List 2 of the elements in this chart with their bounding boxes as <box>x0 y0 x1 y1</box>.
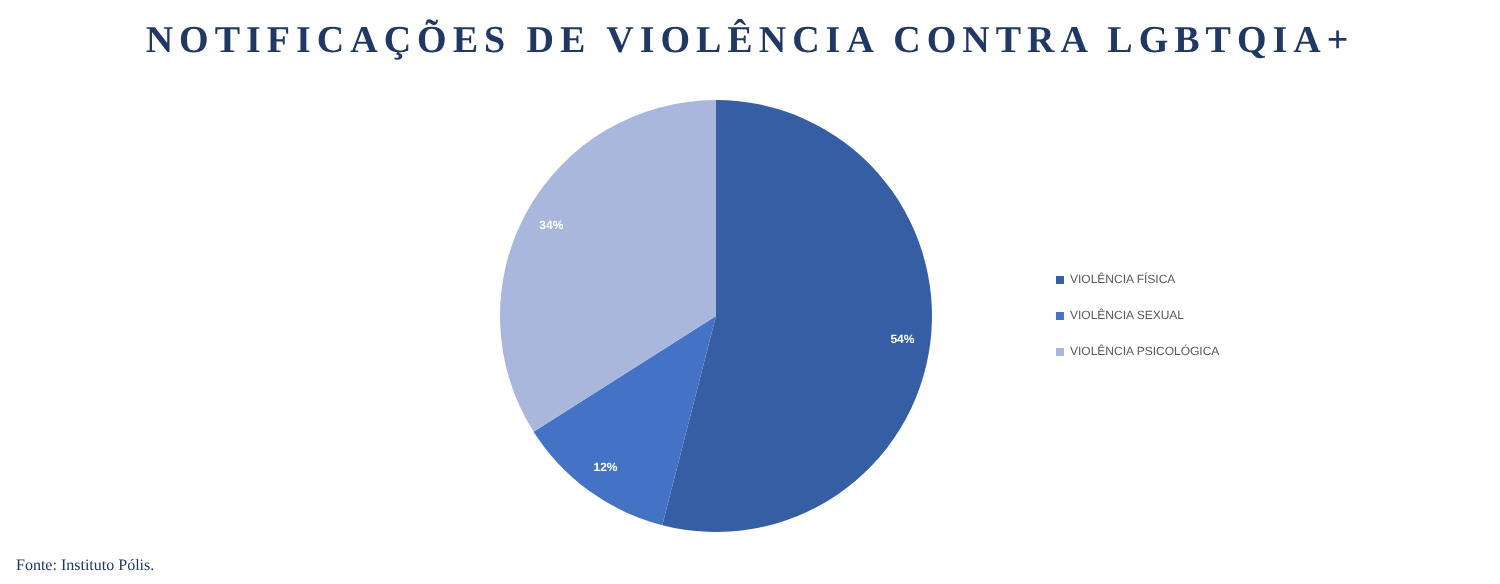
chart-title: NOTIFICAÇÕES DE VIOLÊNCIA CONTRA LGBTQIA+ <box>143 20 1357 64</box>
source-note: Fonte: Instituto Pólis. <box>16 556 155 574</box>
